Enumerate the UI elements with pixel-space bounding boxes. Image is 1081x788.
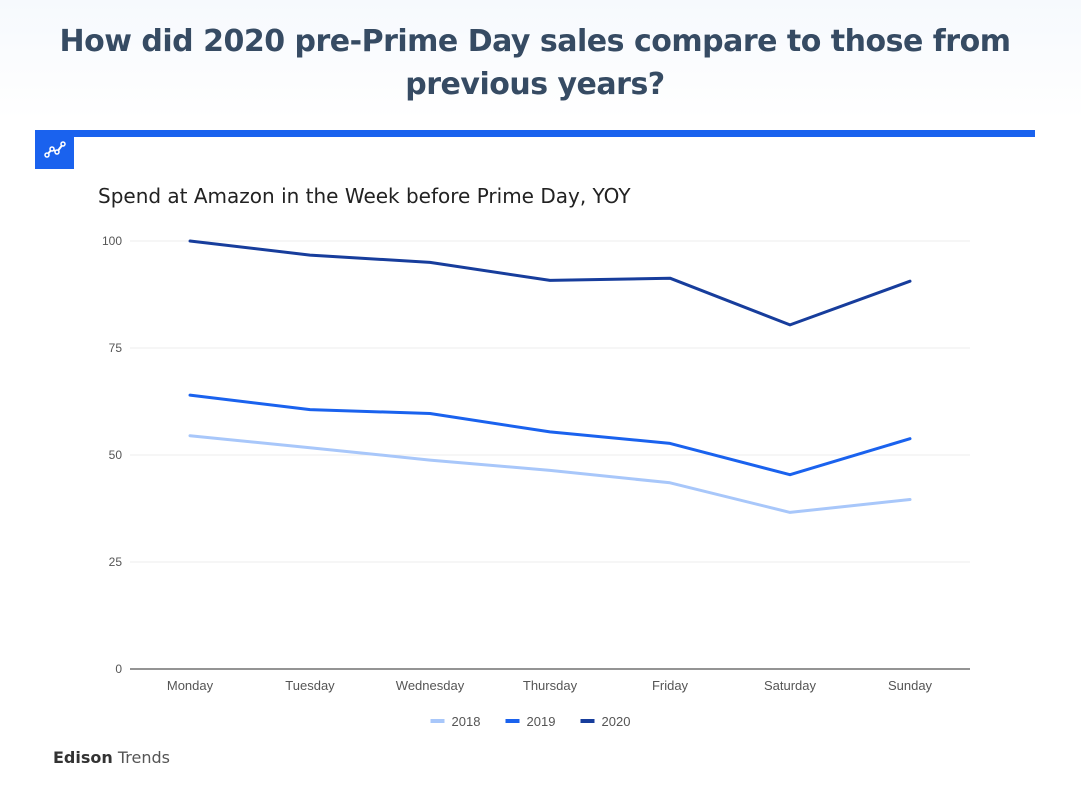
x-tick-label: Thursday (523, 678, 578, 693)
page-headline: How did 2020 pre-Prime Day sales compare… (59, 24, 1011, 102)
series-line-2020 (188, 239, 912, 327)
y-tick-label: 75 (109, 341, 123, 355)
legend-swatch-2019 (505, 719, 520, 723)
y-tick-label: 50 (109, 448, 123, 462)
y-tick-label: 100 (102, 234, 122, 248)
legend-swatch-2018 (430, 719, 445, 723)
x-tick-label: Wednesday (396, 678, 465, 693)
brand-name-light: Trends (117, 748, 170, 767)
x-tick-label: Friday (652, 678, 689, 693)
legend-label-2019: 2019 (527, 714, 556, 729)
legend-swatch-2020 (580, 719, 595, 723)
y-tick-label: 25 (109, 555, 123, 569)
brand-logo: Edison Trends (53, 748, 170, 767)
x-tick-label: Sunday (888, 678, 933, 693)
line-chart-icon (35, 130, 74, 169)
legend-label-2018: 2018 (452, 714, 481, 729)
series-line-2018 (188, 434, 912, 514)
legend-label-2020: 2020 (602, 714, 631, 729)
series-line-2019 (188, 393, 912, 477)
chart-title: Spend at Amazon in the Week before Prime… (98, 184, 631, 208)
header-accent-bar (35, 130, 1035, 137)
x-tick-label: Saturday (764, 678, 817, 693)
x-tick-label: Monday (167, 678, 214, 693)
x-tick-label: Tuesday (285, 678, 335, 693)
brand-name-bold: Edison (53, 748, 113, 767)
y-tick-label: 0 (115, 662, 122, 676)
